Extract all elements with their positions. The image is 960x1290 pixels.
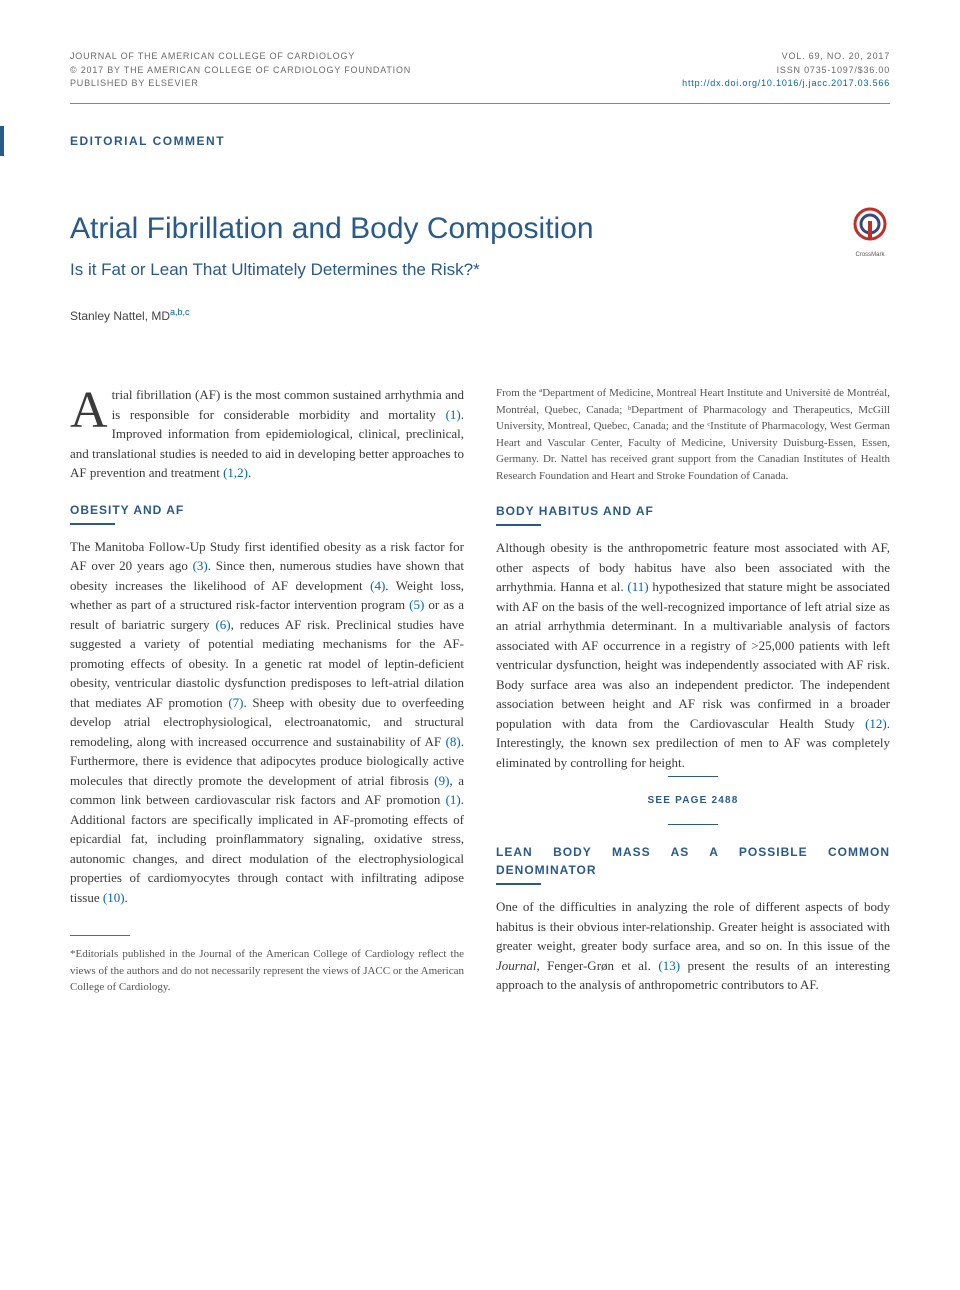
section-label: EDITORIAL COMMENT <box>70 126 890 156</box>
habitus-paragraph: Although obesity is the anthropometric f… <box>496 538 890 772</box>
header-right: VOL. 69, NO. 20, 2017 ISSN 0735-1097/$36… <box>682 50 890 91</box>
volume-issue: VOL. 69, NO. 20, 2017 <box>682 50 890 64</box>
ref-link[interactable]: (13) <box>658 958 680 973</box>
footnote-separator <box>70 935 130 936</box>
ref-link[interactable]: (12) <box>865 716 887 731</box>
ref-link[interactable]: (1,2) <box>223 465 248 480</box>
ref-link[interactable]: (4) <box>370 578 385 593</box>
section-underline <box>70 523 115 525</box>
ref-link[interactable]: (9) <box>434 773 449 788</box>
doi-link[interactable]: http://dx.doi.org/10.1016/j.jacc.2017.03… <box>682 77 890 91</box>
ref-link[interactable]: (1) <box>446 407 461 422</box>
see-page-line-top <box>668 776 718 777</box>
ref-link[interactable]: (5) <box>409 597 424 612</box>
crossmark-icon <box>850 206 890 246</box>
body-columns: Atrial fibrillation (AF) is the most com… <box>70 385 890 999</box>
journal-italic: Journal <box>496 958 536 973</box>
section-heading-obesity: OBESITY AND AF <box>70 501 464 519</box>
crossmark-label: CrossMark <box>850 251 890 260</box>
obesity-paragraph: The Manitoba Follow-Up Study first ident… <box>70 537 464 908</box>
intro-paragraph: Atrial fibrillation (AF) is the most com… <box>70 385 464 483</box>
header-divider <box>70 103 890 104</box>
header-left: JOURNAL OF THE AMERICAN COLLEGE OF CARDI… <box>70 50 411 91</box>
article-title: Atrial Fibrillation and Body Composition <box>70 206 890 251</box>
title-block: CrossMark Atrial Fibrillation and Body C… <box>70 206 890 326</box>
ref-link[interactable]: (11) <box>627 579 648 594</box>
section-label-bar: EDITORIAL COMMENT <box>0 126 890 156</box>
see-page-link[interactable]: SEE PAGE 2488 <box>496 793 890 808</box>
section-heading-habitus: BODY HABITUS AND AF <box>496 502 890 520</box>
crossmark-badge[interactable]: CrossMark <box>850 206 890 246</box>
editorial-footnote: *Editorials published in the Journal of … <box>70 946 464 996</box>
journal-header: JOURNAL OF THE AMERICAN COLLEGE OF CARDI… <box>70 50 890 91</box>
subtitle-text: Is it Fat or Lean That Ultimately Determ… <box>70 260 473 279</box>
subtitle-asterisk: * <box>473 260 480 279</box>
ref-link[interactable]: (8) <box>446 734 461 749</box>
section-underline <box>496 883 541 885</box>
ref-link[interactable]: (1) <box>446 792 461 807</box>
author-affiliations: a,b,c <box>170 307 190 317</box>
author-line: Stanley Nattel, MDa,b,c <box>70 306 890 325</box>
article-subtitle: Is it Fat or Lean That Ultimately Determ… <box>70 257 890 283</box>
ref-link[interactable]: (10) <box>103 890 125 905</box>
journal-name: JOURNAL OF THE AMERICAN COLLEGE OF CARDI… <box>70 50 411 64</box>
affiliation-footnote: From the ªDepartment of Medicine, Montre… <box>496 385 890 484</box>
issn-line: ISSN 0735-1097/$36.00 <box>682 64 890 78</box>
copyright-line: © 2017 BY THE AMERICAN COLLEGE OF CARDIO… <box>70 64 411 78</box>
see-page-line-bottom <box>668 824 718 825</box>
ref-link[interactable]: (3) <box>193 558 208 573</box>
ref-link[interactable]: (7) <box>228 695 243 710</box>
section-underline <box>496 524 541 526</box>
lean-paragraph: One of the difficulties in analyzing the… <box>496 897 890 995</box>
section-heading-lean: LEAN BODY MASS AS A POSSIBLE COMMON DENO… <box>496 843 890 879</box>
ref-link[interactable]: (6) <box>215 617 230 632</box>
author-name: Stanley Nattel, MD <box>70 309 170 323</box>
see-page-block: SEE PAGE 2488 <box>496 776 890 825</box>
publisher-line: PUBLISHED BY ELSEVIER <box>70 77 411 91</box>
